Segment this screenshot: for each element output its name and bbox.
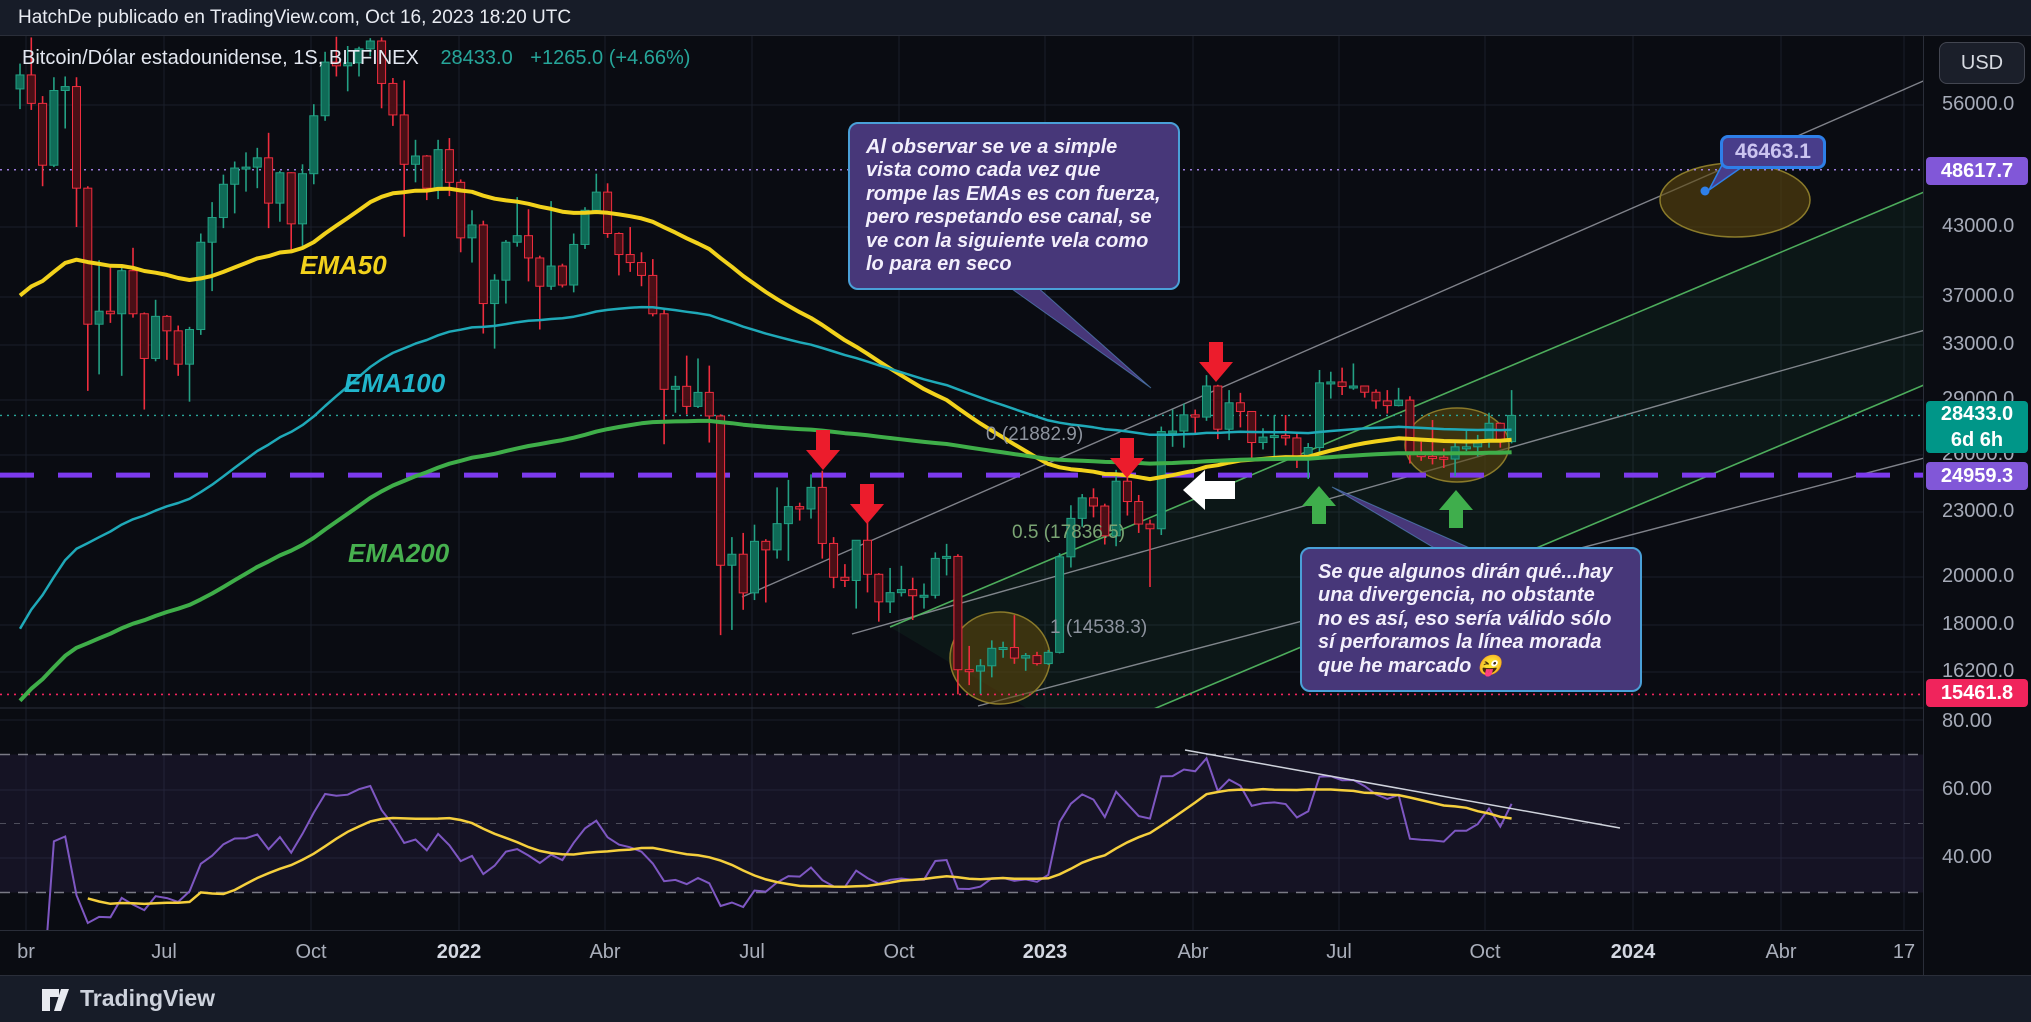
annotation-box-divergence[interactable]: Se que algunos dirán qué...hay una diver…: [1300, 547, 1642, 692]
time-label: Abr: [1177, 941, 1209, 963]
annotation-text: Al observar se ve a simple vista como ca…: [866, 136, 1161, 275]
symbol-legend[interactable]: Bitcoin/Dólar estadounidense, 1S, BITFIN…: [22, 47, 690, 70]
publish-header: HatchDe publicado en TradingView.com, Oc…: [0, 0, 2031, 36]
time-label: br: [17, 941, 35, 963]
footer-bar: TradingView: [0, 975, 2031, 1022]
rsi-tick: 60.00: [1942, 778, 1993, 800]
time-label: Jul: [739, 941, 765, 963]
price-tick: 20000.0: [1942, 565, 2015, 587]
price-marker: 28433.0 6d 6h: [1926, 401, 2028, 453]
rsi-tick: 40.00: [1942, 846, 1993, 868]
annotation-box-channel[interactable]: Al observar se ve a simple vista como ca…: [848, 122, 1180, 291]
ema-label: EMA50: [300, 250, 387, 280]
fib-level-label: 0 (21882.9): [986, 424, 1084, 445]
price-marker: 15461.8: [1926, 679, 2028, 707]
time-label: Oct: [1469, 941, 1501, 963]
time-label: 17: [1892, 941, 1916, 963]
price-tick: 43000.0: [1942, 215, 2015, 237]
time-label: Abr: [1765, 941, 1797, 963]
annotation-text: Se que algunos dirán qué...hay una diver…: [1318, 561, 1613, 677]
time-label: Jul: [151, 941, 177, 963]
fib-level-label: 0.5 (17836.5): [1012, 522, 1126, 543]
currency-toggle-button[interactable]: USD: [1939, 42, 2025, 84]
price-callout-46463[interactable]: 46463.1: [1720, 135, 1826, 169]
price-tick: 56000.0: [1942, 93, 2015, 115]
price-tick: 16200.0: [1942, 660, 2015, 682]
time-label: 2024: [1610, 941, 1656, 963]
time-axis[interactable]: br Jul Oct 2022 Abr Jul Oct 2023 Abr Jul Oct 2024 Ab…: [0, 930, 1923, 976]
tradingview-logo-icon[interactable]: [40, 985, 70, 1015]
fib-level-label: 1 (14538.3): [1050, 617, 1148, 638]
ema-label: EMA100: [344, 368, 446, 398]
price-marker: 24959.3: [1926, 462, 2028, 490]
price-tick: 23000.0: [1942, 500, 2015, 522]
price-tick: 37000.0: [1942, 285, 2015, 307]
time-label: Abr: [589, 941, 621, 963]
price-marker: 48617.7: [1926, 157, 2028, 185]
last-price: 28433.0: [440, 47, 513, 69]
time-label: 2022: [436, 941, 482, 963]
price-tick: 33000.0: [1942, 333, 2015, 355]
time-label: Jul: [1326, 941, 1352, 963]
price-tick: 18000.0: [1942, 613, 2015, 635]
time-label: Oct: [883, 941, 915, 963]
publish-title: HatchDe publicado en TradingView.com, Oc…: [18, 7, 572, 28]
callout-text: 46463.1: [1735, 140, 1811, 163]
time-label: 2023: [1022, 941, 1068, 963]
symbol-name: Bitcoin/Dólar estadounidense, 1S, BITFIN…: [22, 47, 419, 69]
ema-label: EMA200: [348, 538, 450, 568]
price-axis[interactable]: USD 56000.0 43000.0 37000.0 33000.0 29000.0 2…: [1923, 36, 2031, 975]
time-label: Oct: [295, 941, 327, 963]
price-change: +1265.0 (+4.66%): [530, 47, 691, 69]
rsi-tick: 80.00: [1942, 710, 1993, 732]
tradingview-brand[interactable]: TradingView: [80, 985, 216, 1011]
